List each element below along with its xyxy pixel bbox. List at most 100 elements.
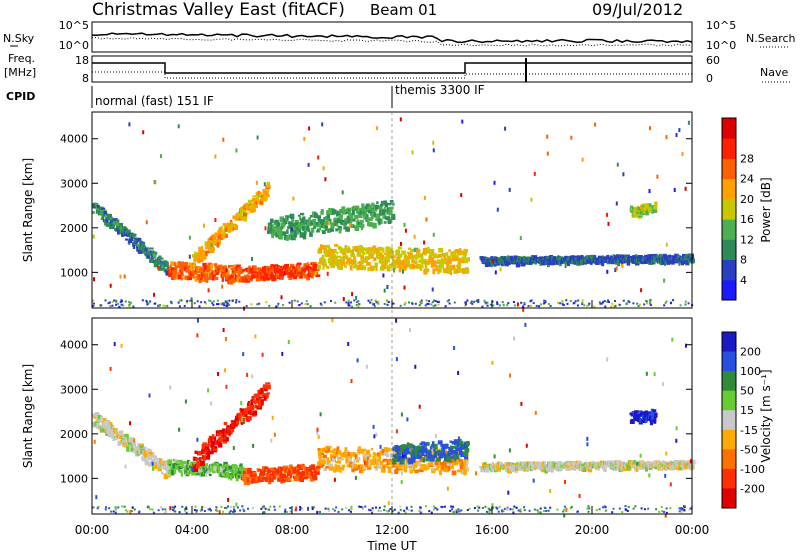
echo-cell	[367, 220, 370, 227]
echo-cell	[201, 444, 207, 449]
echo-cell	[421, 464, 427, 468]
speckle-cell	[255, 180, 258, 185]
echo-cell	[421, 258, 424, 264]
echo-cell	[614, 255, 619, 261]
echo-cell	[419, 458, 424, 463]
echo-cell	[324, 263, 328, 267]
echo-cell	[445, 443, 449, 449]
ground-scatter-cell	[586, 507, 589, 510]
echo-cell	[684, 465, 688, 470]
ground-scatter-cell	[236, 506, 239, 509]
echo-cell	[630, 412, 635, 417]
echo-cell	[377, 256, 380, 259]
echo-cell	[238, 276, 241, 281]
ground-scatter-cell	[299, 508, 301, 511]
echo-cell	[457, 457, 462, 461]
speckle-cell	[225, 384, 228, 389]
echo-cell	[324, 221, 328, 227]
ground-scatter-cell	[484, 302, 487, 305]
echo-cell	[637, 413, 641, 420]
echo-cell	[206, 466, 210, 469]
cpid-segment-1: normal (fast) 151 IF	[95, 94, 214, 108]
echo-cell	[432, 461, 436, 467]
echo-cell	[322, 230, 326, 234]
ground-scatter-cell	[383, 505, 386, 508]
echo-cell	[641, 260, 645, 265]
ground-scatter-cell	[448, 299, 450, 302]
ground-scatter-cell	[324, 507, 327, 510]
echo-cell	[202, 467, 205, 472]
echo-cell	[507, 259, 511, 265]
ground-scatter-cell	[647, 507, 650, 510]
echo-cell	[245, 412, 250, 415]
echo-cell	[328, 255, 332, 258]
echo-cell	[629, 256, 632, 260]
speckle-cell	[142, 130, 145, 135]
echo-cell	[434, 454, 437, 458]
ground-scatter-cell	[549, 506, 552, 509]
echo-cell	[377, 462, 383, 469]
echo-cell	[214, 263, 218, 269]
echo-cell	[173, 271, 177, 278]
echo-cell	[436, 465, 440, 469]
ground-scatter-cell	[220, 505, 223, 508]
echo-cell	[455, 268, 461, 273]
ground-scatter-cell	[305, 300, 308, 303]
echo-cell	[324, 252, 328, 258]
ground-scatter-cell	[624, 505, 627, 508]
ground-scatter-cell	[665, 507, 668, 510]
speckle-cell	[387, 501, 390, 506]
echo-cell	[242, 269, 245, 272]
ground-scatter-cell	[602, 506, 605, 509]
echo-cell	[326, 457, 330, 463]
cpid-label: CPID	[6, 90, 35, 103]
echo-cell	[361, 251, 366, 255]
echo-cell	[218, 436, 223, 441]
echo-cell	[271, 474, 274, 479]
echo-cell	[337, 218, 340, 223]
velocity-colorbar-frame	[721, 331, 737, 509]
echo-cell	[251, 206, 256, 213]
echo-cell	[383, 264, 386, 270]
ground-scatter-cell	[486, 510, 488, 513]
cpid-segment-2: themis 3300 IF	[395, 83, 485, 97]
ground-scatter-cell	[110, 510, 113, 513]
ground-scatter-cell	[130, 510, 133, 512]
speckle-cell	[321, 122, 324, 127]
ground-scatter-cell	[419, 511, 422, 514]
echo-cell	[621, 260, 624, 267]
echo-cell	[375, 213, 381, 217]
speckle-cell	[227, 497, 230, 502]
speckle-cell	[488, 510, 491, 515]
echo-cell	[224, 468, 228, 471]
echo-cell	[115, 219, 120, 225]
echo-cell	[170, 261, 176, 267]
echo-cell	[254, 271, 258, 274]
echo-cell	[422, 248, 426, 254]
echo-cell	[229, 279, 233, 282]
echo-cell	[312, 211, 316, 217]
ground-scatter-cell	[233, 508, 236, 511]
ground-scatter-cell	[112, 510, 115, 513]
echo-cell	[336, 464, 341, 470]
echo-cell	[292, 467, 295, 473]
echo-cell	[388, 208, 392, 214]
ground-scatter-cell	[341, 508, 344, 511]
velocity-heatmap	[92, 318, 696, 518]
ground-scatter-cell	[174, 510, 177, 513]
echo-cell	[269, 218, 274, 224]
echo-cell	[559, 465, 563, 471]
ground-scatter-cell	[669, 507, 672, 510]
ground-scatter-cell	[204, 302, 207, 305]
ground-scatter-cell	[481, 305, 484, 308]
speckle-cell	[606, 269, 609, 274]
echo-cell	[515, 261, 520, 268]
echo-cell	[115, 429, 118, 435]
echo-cell	[464, 456, 469, 460]
speckle-cell	[119, 274, 122, 279]
echo-cell	[332, 209, 335, 215]
echo-cell	[317, 265, 321, 270]
echo-cell	[442, 460, 447, 465]
echo-cell	[137, 443, 141, 448]
